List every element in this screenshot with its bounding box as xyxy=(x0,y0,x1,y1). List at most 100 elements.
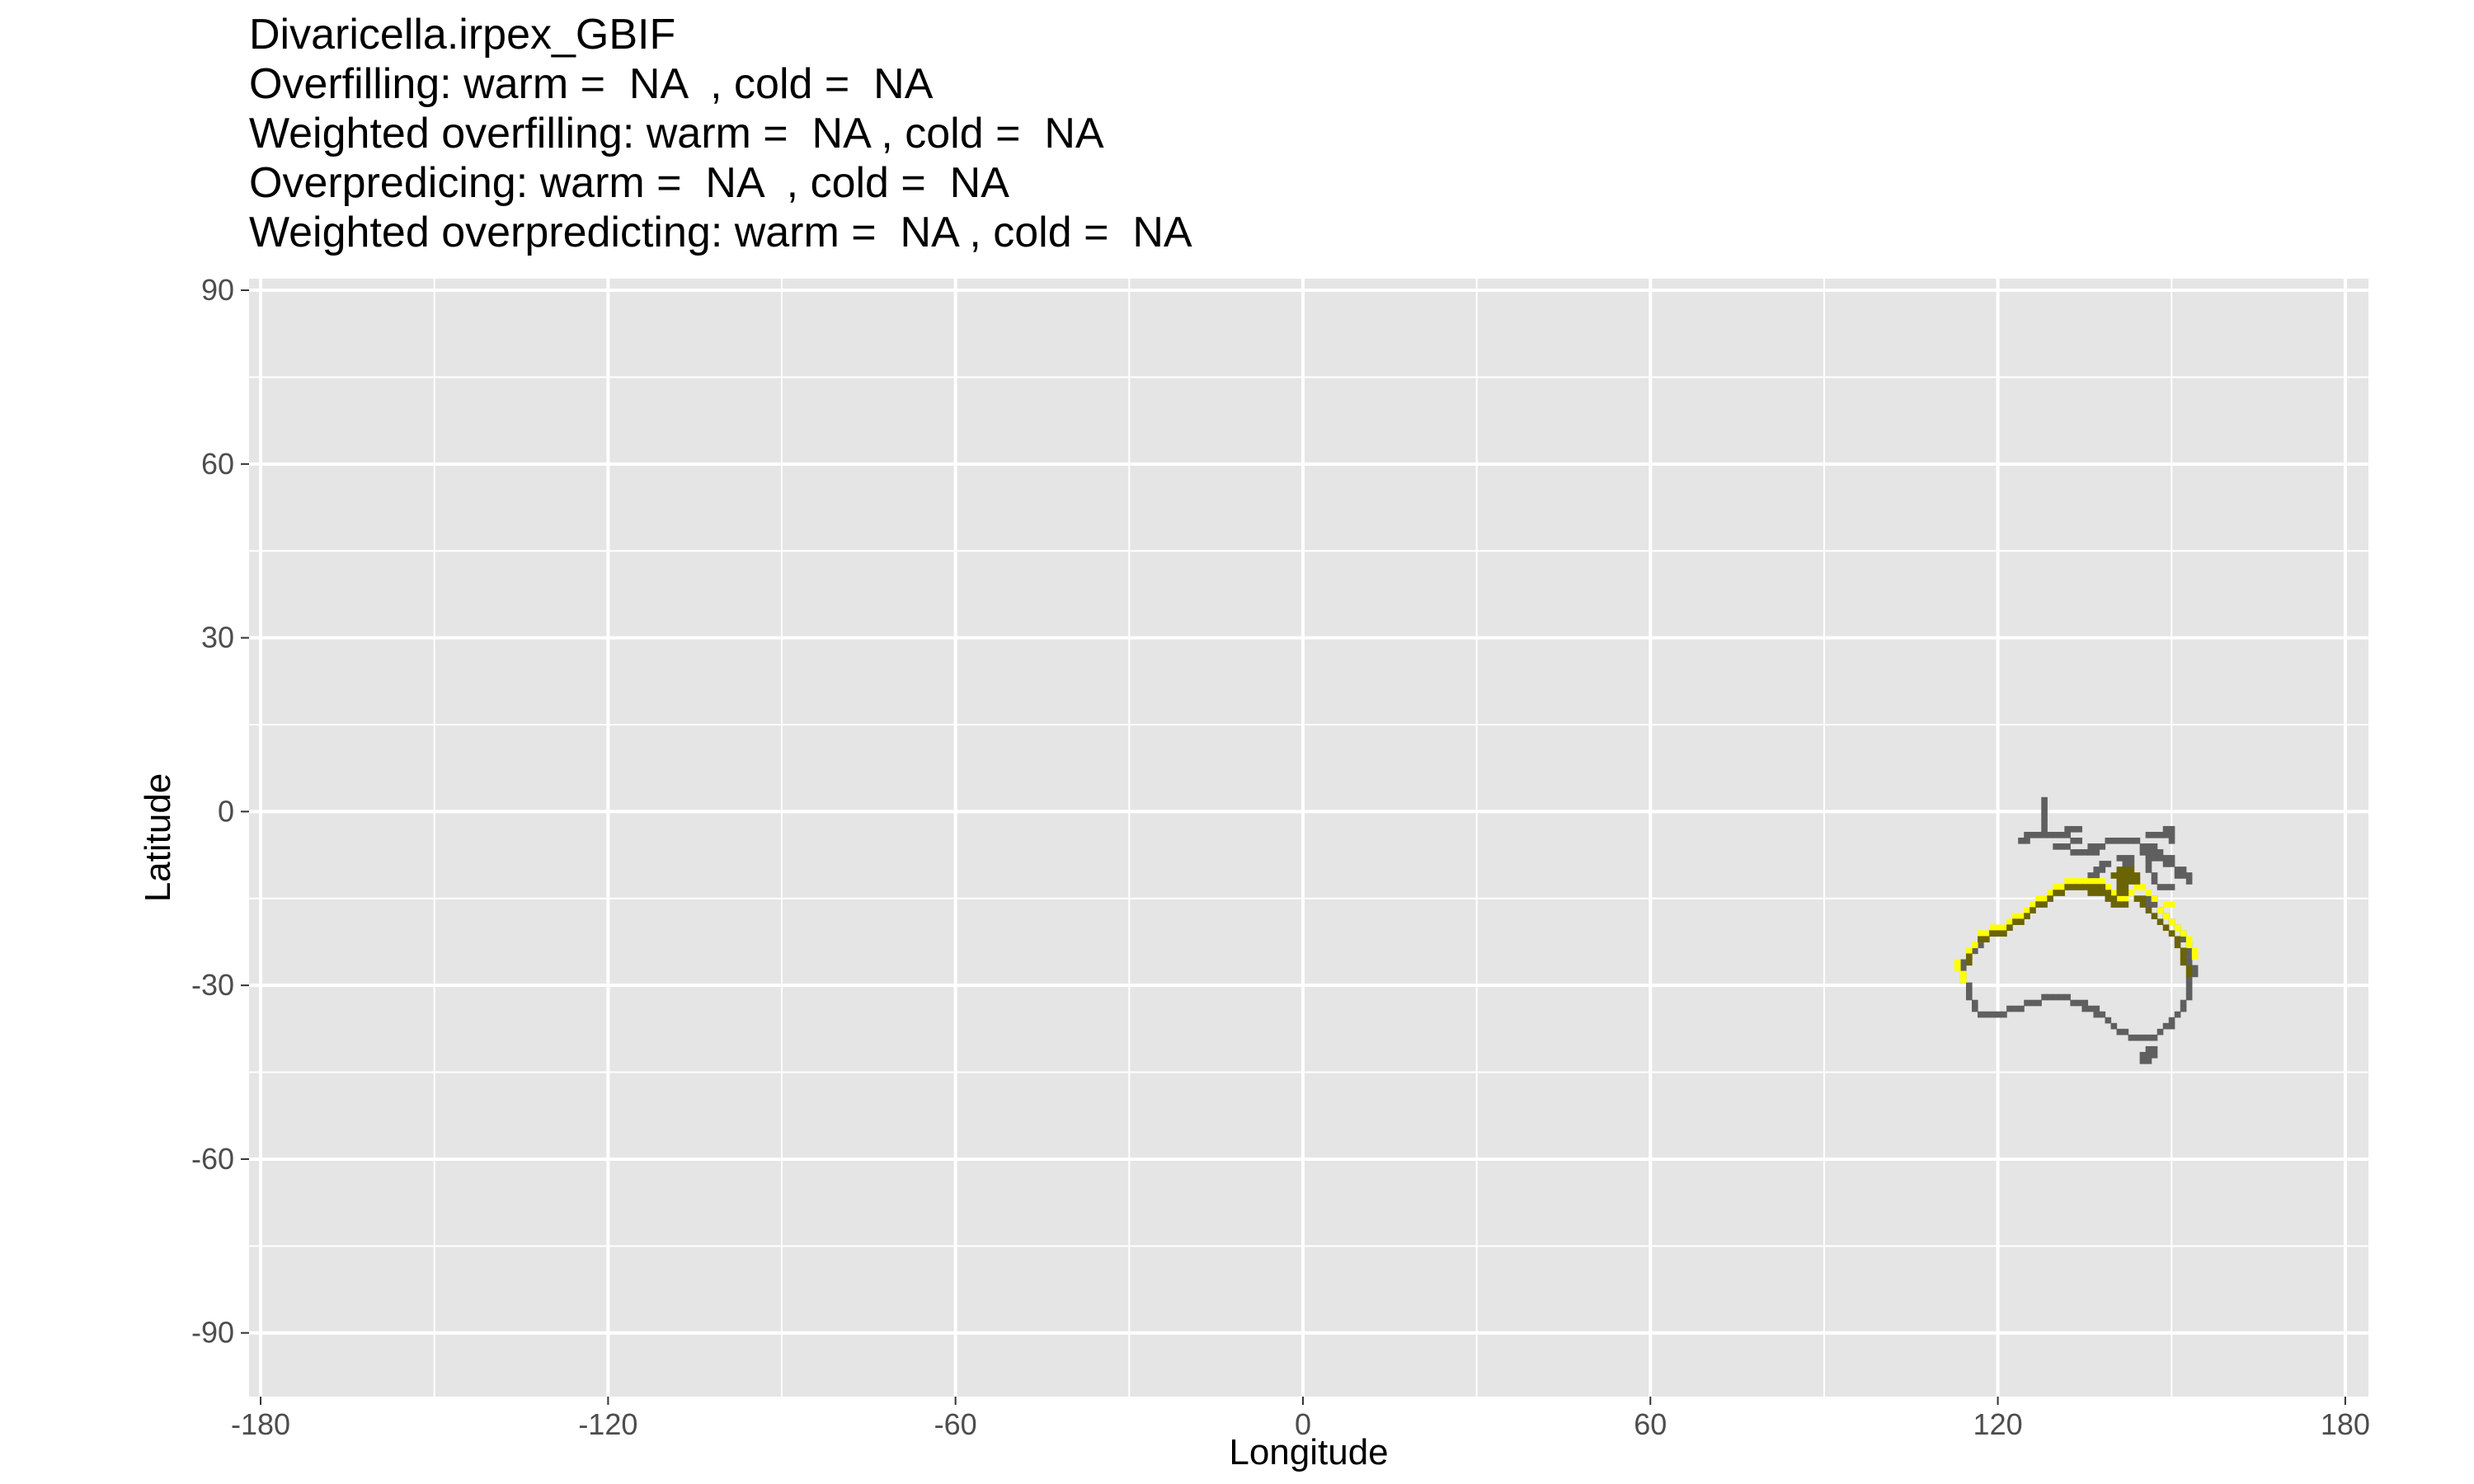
cell-overlap xyxy=(2116,866,2124,873)
cell-predicted xyxy=(1995,924,2001,932)
cell-overlap xyxy=(1995,930,2001,937)
cell-predicted xyxy=(2185,942,2193,949)
cell-predicted xyxy=(2099,878,2106,885)
cell-range xyxy=(1959,959,1967,966)
x-tick-label: -180 xyxy=(231,1407,290,1441)
x-axis-title: Longitude xyxy=(1229,1432,1388,1472)
cell-range xyxy=(2093,843,2100,850)
cell-range xyxy=(2162,1022,2170,1030)
cell-predicted xyxy=(2018,913,2025,919)
cell-range xyxy=(1972,947,1978,955)
cell-overlap xyxy=(2128,878,2135,885)
cell-range xyxy=(2151,1045,2158,1053)
cell-predicted xyxy=(2133,884,2141,890)
cell-range xyxy=(2116,838,2124,844)
cell-overlap xyxy=(2133,872,2141,879)
cell-overlap xyxy=(2093,890,2100,896)
cell-range xyxy=(2168,1022,2175,1030)
cell-predicted xyxy=(2087,878,2095,885)
cell-overlap xyxy=(2030,907,2036,913)
cell-predicted xyxy=(2180,930,2187,937)
cell-predicted xyxy=(2139,884,2147,890)
cell-range xyxy=(2110,838,2118,844)
cell-overlap xyxy=(2185,965,2193,972)
cell-range xyxy=(2024,831,2030,838)
cell-overlap xyxy=(2116,884,2124,890)
cell-predicted xyxy=(2030,901,2036,908)
cell-overlap xyxy=(2012,918,2019,925)
cell-range xyxy=(2191,970,2199,978)
cell-range xyxy=(2047,831,2053,838)
cell-range xyxy=(2180,936,2187,943)
cell-range xyxy=(2174,866,2181,873)
cell-range xyxy=(2093,866,2100,873)
cell-range xyxy=(2093,1005,2100,1012)
cell-range xyxy=(2145,861,2152,867)
cell-range xyxy=(2110,1022,2118,1030)
cell-range xyxy=(2012,1005,2019,1012)
cell-range xyxy=(2157,831,2164,838)
cell-overlap xyxy=(2133,878,2141,885)
cell-range xyxy=(2099,866,2106,873)
cell-range xyxy=(2105,861,2112,867)
y-tick-label: -90 xyxy=(191,1316,234,1350)
cell-range xyxy=(2151,1034,2158,1041)
cell-range xyxy=(2145,1034,2152,1041)
cell-range xyxy=(2041,802,2048,810)
cell-range xyxy=(2191,965,2199,972)
cell-range xyxy=(2133,838,2141,844)
cell-range xyxy=(1978,942,1984,949)
cell-range xyxy=(2168,861,2175,867)
cell-overlap xyxy=(2053,890,2059,896)
cell-range xyxy=(2145,843,2152,850)
cell-overlap xyxy=(2093,884,2100,890)
cell-range xyxy=(1989,1011,1996,1018)
cell-overlap xyxy=(2064,884,2071,890)
cell-overlap xyxy=(2157,918,2164,925)
cell-predicted xyxy=(2081,878,2089,885)
cell-overlap xyxy=(2168,930,2175,937)
cell-range xyxy=(2128,861,2135,867)
cell-range xyxy=(2133,1034,2141,1041)
cell-predicted xyxy=(2024,907,2030,913)
cell-range xyxy=(2018,838,2025,844)
cell-range xyxy=(2041,814,2048,821)
cell-range xyxy=(1995,1011,2001,1018)
cell-predicted xyxy=(2162,913,2170,919)
cell-overlap xyxy=(2099,884,2106,890)
y-tick-label: 90 xyxy=(201,273,234,307)
cell-range xyxy=(2151,843,2158,850)
cell-range xyxy=(2024,838,2030,844)
cell-overlap xyxy=(2024,913,2030,919)
x-tick-label: -60 xyxy=(934,1407,977,1441)
cell-range xyxy=(2087,843,2095,850)
cell-range xyxy=(2035,831,2042,838)
cell-range xyxy=(2128,855,2135,862)
cell-range xyxy=(2041,825,2048,833)
cell-overlap xyxy=(2145,907,2152,913)
cell-predicted xyxy=(2076,878,2083,885)
cell-range xyxy=(2185,976,2193,984)
cell-overlap xyxy=(2185,970,2193,978)
cell-range xyxy=(2139,1057,2147,1064)
cell-predicted xyxy=(2001,924,2007,932)
cell-range xyxy=(2070,999,2077,1007)
cell-overlap xyxy=(1983,936,1990,943)
cell-predicted xyxy=(2012,913,2019,919)
cell-range xyxy=(2030,999,2036,1007)
cell-range xyxy=(2162,831,2170,838)
cell-overlap xyxy=(2110,901,2118,908)
cell-overlap xyxy=(2087,884,2095,890)
cell-range xyxy=(2157,884,2164,890)
cell-range xyxy=(2168,831,2175,838)
cell-range xyxy=(2041,808,2048,815)
cell-range xyxy=(2139,849,2147,856)
cell-predicted xyxy=(2093,878,2100,885)
cell-range xyxy=(2168,884,2175,890)
cell-range xyxy=(2076,825,2083,833)
y-tick-label: 0 xyxy=(218,794,234,828)
cell-overlap xyxy=(2180,959,2187,966)
cell-predicted xyxy=(1978,930,1984,937)
x-tick-label: 60 xyxy=(1634,1407,1667,1441)
cell-range xyxy=(2185,982,2193,989)
